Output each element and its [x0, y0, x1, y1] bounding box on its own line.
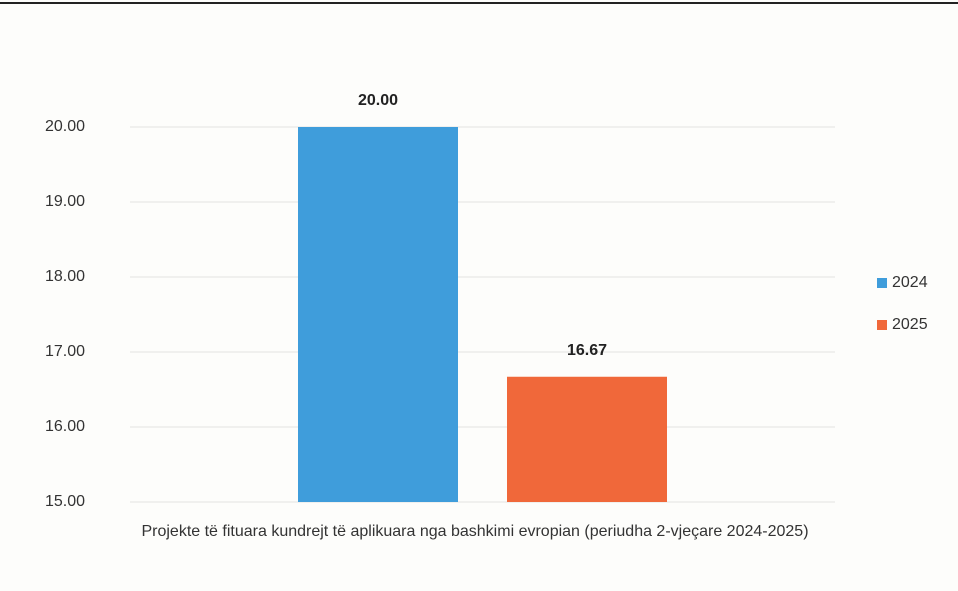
value-label: 20.00 — [358, 92, 398, 109]
category-label: Projekte të fituara kundrejt të aplikuar… — [141, 523, 809, 540]
legend-label: 2024 — [892, 274, 928, 291]
legend-label: 2025 — [892, 316, 928, 333]
y-tick-label: 19.00 — [45, 193, 85, 210]
bar — [298, 127, 458, 502]
y-tick-label: 15.00 — [45, 493, 85, 510]
legend-swatch — [877, 320, 887, 330]
value-label: 16.67 — [567, 342, 607, 359]
y-tick-label: 20.00 — [45, 118, 85, 135]
legend-swatch — [877, 278, 887, 288]
y-tick-label: 16.00 — [45, 418, 85, 435]
y-tick-label: 17.00 — [45, 343, 85, 360]
y-tick-label: 18.00 — [45, 268, 85, 285]
bar — [507, 376, 667, 502]
